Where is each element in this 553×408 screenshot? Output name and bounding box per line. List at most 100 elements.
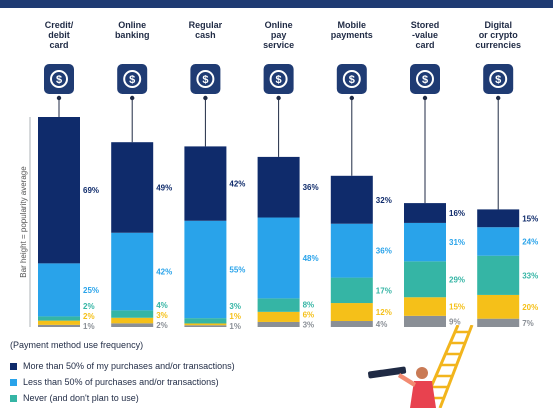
category-label: Online: [118, 20, 146, 30]
y-axis-label: Bar height = popularity average: [19, 166, 28, 278]
bar-segment: [111, 323, 154, 327]
value-label: 17%: [376, 286, 392, 295]
value-label: 9%: [449, 317, 461, 326]
bar-segment: [184, 325, 227, 327]
svg-text:$: $: [202, 74, 208, 86]
category-label: Credit/: [45, 20, 74, 30]
category-label: pay: [271, 30, 287, 40]
connector-dot: [349, 95, 354, 101]
connector-dot: [496, 95, 501, 101]
person-icon: [368, 366, 436, 408]
bar-segment: [404, 222, 446, 262]
value-label: 1%: [229, 322, 241, 331]
value-label: 31%: [449, 238, 465, 247]
crypto-icon: $: [483, 64, 514, 94]
bar-segment: [404, 315, 446, 327]
bar-segment: [184, 220, 227, 319]
legend-swatch: [10, 362, 17, 370]
bar-segment: [257, 321, 300, 327]
value-label: 29%: [449, 275, 465, 284]
bar-segment: [184, 146, 227, 221]
value-label: 25%: [83, 286, 99, 295]
value-label: 49%: [156, 183, 172, 192]
bar-segment: [404, 261, 446, 298]
value-label: 3%: [303, 320, 315, 329]
value-label: 36%: [303, 183, 319, 192]
legend-item-less-than-50: Less than 50% of purchases and/or transa…: [10, 374, 340, 390]
value-label: 4%: [156, 301, 168, 310]
credit-card-icon: $: [44, 64, 74, 94]
value-label: 15%: [449, 303, 465, 312]
svg-text:$: $: [422, 74, 428, 86]
value-label: 12%: [376, 308, 392, 317]
bar-segment: [330, 175, 373, 224]
category-label: Online: [265, 20, 293, 30]
svg-text:$: $: [56, 74, 62, 86]
connector-dot: [422, 95, 428, 101]
bar-segment: [38, 316, 80, 321]
bar-segment: [330, 303, 373, 322]
legend: (Payment method use frequency) More than…: [10, 340, 340, 406]
bar-segment: [404, 297, 446, 316]
category-label: Stored: [411, 20, 440, 30]
bar-segment: [330, 277, 373, 304]
bar-segment: [404, 203, 446, 223]
value-label: 48%: [303, 254, 319, 263]
value-label: 8%: [303, 300, 315, 309]
value-label: 69%: [83, 186, 99, 195]
value-label: 6%: [303, 310, 315, 319]
category-label: card: [49, 40, 68, 50]
bar-segment: [477, 318, 520, 327]
category-label: service: [263, 40, 294, 50]
telescope-ladder-illustration: [368, 325, 474, 408]
svg-text:$: $: [349, 74, 355, 86]
value-label: 42%: [229, 180, 245, 189]
category-label: Digital: [484, 20, 512, 30]
svg-text:$: $: [276, 74, 282, 86]
bar-segment: [184, 318, 227, 324]
bar-segment: [257, 217, 300, 299]
category-label: Mobile: [338, 20, 367, 30]
value-label: 55%: [229, 265, 245, 274]
value-label: 32%: [376, 196, 392, 205]
category-label: payments: [331, 30, 373, 40]
value-label: 16%: [449, 209, 465, 218]
connector-dot: [130, 95, 135, 101]
mobile-pay-icon: $: [263, 64, 294, 94]
value-label: 7%: [522, 319, 534, 328]
legend-label: More than 50% of my purchases and/or tra…: [23, 361, 235, 371]
bar-segment: [477, 255, 520, 295]
bar-segment: [257, 298, 300, 312]
bar-segment: [184, 323, 227, 326]
bar-segment: [257, 311, 300, 322]
connector-dot: [56, 95, 62, 101]
stacked-bar-chart: Bar height = popularity average $ $ $ $ $ $ $ …: [19, 20, 538, 331]
value-label: 3%: [229, 302, 241, 311]
value-label: 2%: [156, 321, 168, 330]
legend-title: (Payment method use frequency): [10, 340, 144, 350]
category-label: Regular: [189, 20, 223, 30]
bar-segment: [111, 310, 154, 318]
header-strip: [0, 0, 553, 8]
legend-swatch: [10, 394, 17, 402]
bar-segment: [38, 324, 80, 327]
bar-segment: [330, 321, 373, 327]
legend-label: Less than 50% of purchases and/or transa…: [23, 377, 219, 387]
bar-segment: [38, 117, 80, 264]
value-label: 1%: [83, 322, 95, 331]
bar-segment: [477, 294, 520, 319]
svg-text:$: $: [495, 74, 501, 86]
category-label: card: [415, 40, 434, 50]
category-label: cash: [195, 30, 216, 40]
bar-segment: [111, 317, 154, 324]
value-label: 15%: [522, 214, 538, 223]
value-label: 33%: [522, 271, 538, 280]
bar-segment: [111, 142, 154, 233]
category-label: debit: [48, 30, 70, 40]
bar-segment: [257, 156, 300, 218]
bar-segment: [477, 227, 520, 256]
category-label: -value: [412, 30, 438, 40]
value-label: 20%: [522, 303, 538, 312]
bar-segment: [111, 232, 154, 311]
legend-item-never: Never (and don't plan to use): [10, 390, 340, 406]
